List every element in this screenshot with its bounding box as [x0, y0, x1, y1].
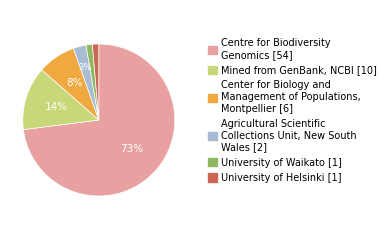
- Wedge shape: [92, 44, 99, 120]
- Legend: Centre for Biodiversity
Genomics [54], Mined from GenBank, NCBI [10], Center for: Centre for Biodiversity Genomics [54], M…: [208, 38, 377, 183]
- Wedge shape: [73, 45, 99, 120]
- Text: 3%: 3%: [78, 63, 92, 72]
- Wedge shape: [86, 44, 99, 120]
- Text: 73%: 73%: [120, 144, 144, 154]
- Text: 8%: 8%: [66, 78, 82, 89]
- Wedge shape: [42, 48, 99, 120]
- Wedge shape: [23, 70, 99, 130]
- Text: 14%: 14%: [45, 102, 68, 112]
- Wedge shape: [24, 44, 175, 196]
